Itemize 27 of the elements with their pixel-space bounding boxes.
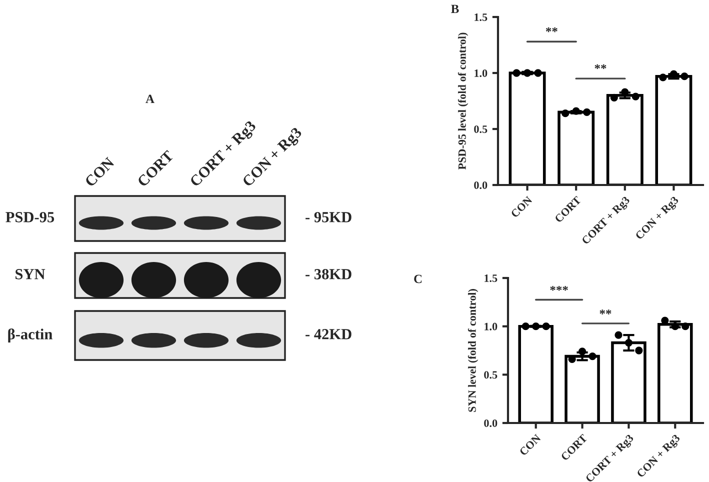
text: A: [146, 94, 154, 104]
y-tick-label: 0.0: [474, 181, 488, 190]
y-tick-label: 1.5: [484, 274, 498, 282]
y-axis-title: SYN level (fold of control): [468, 289, 478, 412]
y-tick-label: 1.0: [484, 322, 498, 330]
bar: [558, 110, 595, 185]
category-label: - 95KD: [306, 212, 352, 222]
y-tick-label: 0.0: [484, 419, 498, 428]
bar: [508, 72, 546, 185]
bar: [518, 324, 554, 423]
y-tick-label: 0.5: [474, 125, 488, 134]
category-label: β-actin: [8, 328, 52, 343]
annotation: ***: [550, 286, 568, 291]
y-tick-label: 0.5: [484, 371, 498, 379]
category-label: PSD-95: [6, 212, 54, 222]
y-axis-title: PSD-95 level (fold of control): [458, 32, 468, 170]
y-tick-label: 1.5: [474, 14, 488, 22]
chart-title: B: [451, 4, 459, 14]
annotation: **: [594, 64, 606, 70]
y-tick-label: 1.0: [474, 69, 488, 78]
category-label: SYN: [16, 269, 46, 280]
chart-title: C: [414, 274, 422, 284]
bar: [655, 74, 692, 185]
annotation: **: [600, 310, 612, 314]
category-label: - 38KD: [306, 269, 352, 280]
annotation: **: [546, 27, 558, 32]
category-label: - 42KD: [306, 329, 352, 340]
